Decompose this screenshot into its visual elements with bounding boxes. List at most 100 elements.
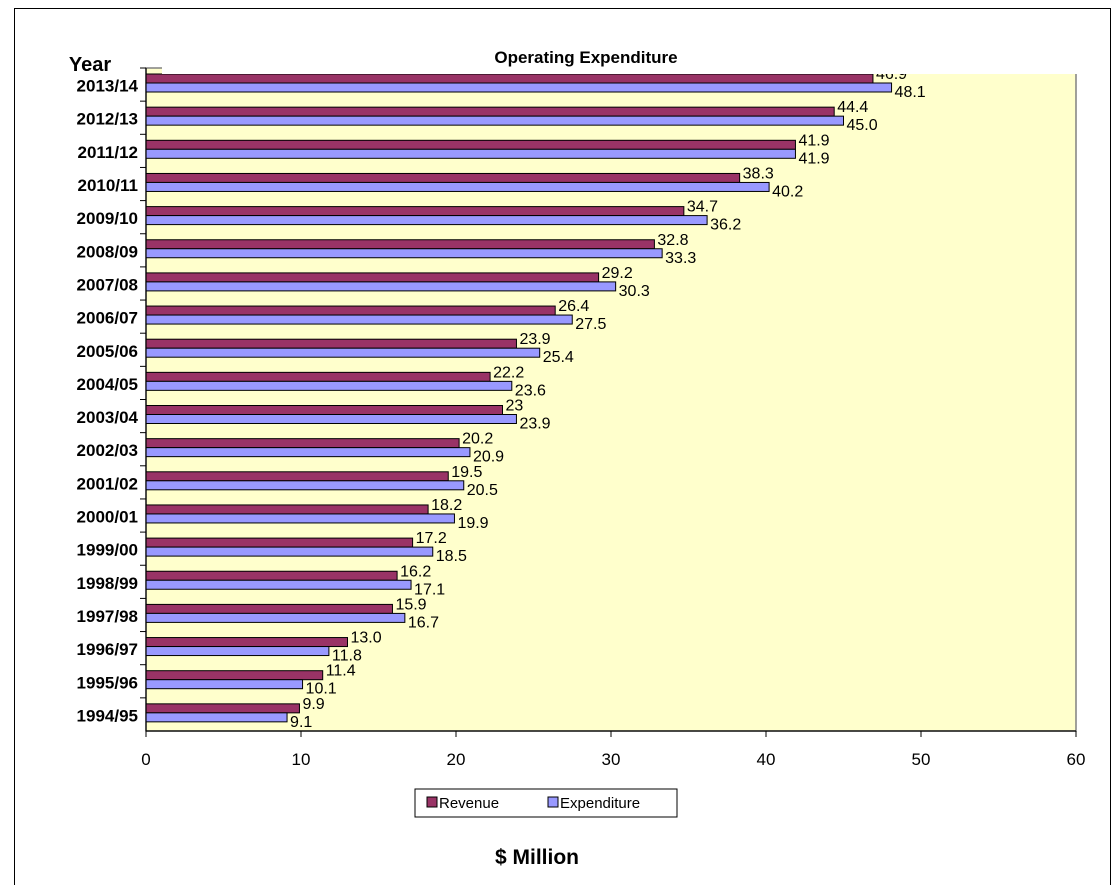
x-tick-label-30: 30 bbox=[602, 750, 621, 769]
bar-expenditure-2008-09 bbox=[145, 248, 663, 259]
value-label-expenditure-1997-98: 16.7 bbox=[408, 614, 439, 631]
bar-revenue-2005-06 bbox=[145, 338, 517, 349]
bar-expenditure-2003-04 bbox=[145, 414, 517, 424]
title-background bbox=[162, 38, 1077, 74]
value-label-revenue-1998-99: 16.2 bbox=[400, 563, 431, 580]
bar-revenue-1996-97 bbox=[145, 637, 348, 648]
category-label-2000-01: 2000/01 bbox=[77, 508, 138, 527]
axis-layer: 2013/14 2012/13 2011/12 2010/11 2009/10 2008/… bbox=[77, 67, 1085, 769]
category-label-2003-04: 2003/04 bbox=[77, 408, 139, 427]
bar-expenditure-2006-07 bbox=[145, 314, 573, 325]
x-tick-label-20: 20 bbox=[447, 750, 466, 769]
legend: Revenue Expenditure bbox=[414, 788, 678, 818]
bar-expenditure-2001-02 bbox=[145, 480, 465, 491]
plot-area bbox=[145, 67, 1077, 732]
bar-expenditure-1996-97 bbox=[145, 646, 330, 657]
bar-revenue-1998-99 bbox=[145, 570, 398, 581]
legend-swatch-expenditure bbox=[547, 796, 559, 808]
value-label-expenditure-2006-07: 27.5 bbox=[575, 316, 606, 333]
value-label-expenditure-2001-02: 20.5 bbox=[467, 482, 498, 499]
value-label-expenditure-2002-03: 20.9 bbox=[473, 449, 504, 466]
category-label-2002-03: 2002/03 bbox=[77, 441, 138, 460]
y-axis-title: Year bbox=[69, 54, 111, 76]
category-label-2013-14: 2013/14 bbox=[77, 77, 139, 96]
legend-label-expenditure: Expenditure bbox=[560, 795, 640, 812]
value-label-revenue-2003-04: 23 bbox=[506, 398, 524, 415]
category-label-2004-05: 2004/05 bbox=[77, 375, 138, 394]
bar-expenditure-2002-03 bbox=[145, 447, 471, 458]
bar-revenue-2009-10 bbox=[145, 206, 685, 217]
category-label-2001-02: 2001/02 bbox=[77, 474, 138, 493]
value-label-revenue-1996-97: 13.0 bbox=[351, 630, 382, 647]
category-label-2008-09: 2008/09 bbox=[77, 242, 138, 261]
bar-expenditure-1995-96 bbox=[145, 679, 304, 690]
value-label-expenditure-2009-10: 36.2 bbox=[710, 217, 741, 234]
bar-revenue-2000-01 bbox=[145, 504, 429, 515]
bar-revenue-1994-95 bbox=[145, 703, 300, 714]
x-tick-label-40: 40 bbox=[757, 750, 776, 769]
category-label-2009-10: 2009/10 bbox=[77, 209, 138, 228]
category-label-1998-99: 1998/99 bbox=[77, 574, 138, 593]
value-label-expenditure-2005-06: 25.4 bbox=[543, 349, 574, 366]
bar-revenue-2003-04 bbox=[145, 405, 503, 415]
value-labels-layer: 46.948.144.445.041.941.938.340.234.736.2… bbox=[290, 66, 926, 731]
value-label-expenditure-1994-95: 9.1 bbox=[290, 714, 312, 731]
value-label-expenditure-2011-12: 41.9 bbox=[798, 150, 829, 167]
value-label-revenue-2010-11: 38.3 bbox=[743, 165, 774, 182]
bar-revenue-2001-02 bbox=[145, 471, 449, 482]
value-label-revenue-1999-00: 17.2 bbox=[416, 530, 447, 547]
value-label-expenditure-1999-00: 18.5 bbox=[436, 548, 467, 565]
value-label-expenditure-2003-04: 23.9 bbox=[519, 416, 550, 433]
bar-expenditure-2000-01 bbox=[145, 513, 455, 524]
value-label-revenue-2011-12: 41.9 bbox=[798, 132, 829, 149]
bar-revenue-2004-05 bbox=[145, 371, 491, 382]
x-tick-label-50: 50 bbox=[912, 750, 931, 769]
value-label-revenue-2001-02: 19.5 bbox=[451, 464, 482, 481]
operating-expenditure-chart: 2013/14 2012/13 2011/12 2010/11 2009/10 2008/… bbox=[69, 38, 1085, 869]
bar-expenditure-2011-12 bbox=[145, 148, 796, 159]
bar-revenue-2006-07 bbox=[145, 305, 556, 316]
bar-expenditure-2005-06 bbox=[145, 347, 541, 358]
value-label-revenue-1994-95: 9.9 bbox=[302, 696, 324, 713]
value-label-revenue-2012-13: 44.4 bbox=[837, 99, 868, 116]
bar-revenue-2002-03 bbox=[145, 438, 460, 449]
category-label-2011-12: 2011/12 bbox=[77, 143, 138, 162]
value-label-revenue-2004-05: 22.2 bbox=[493, 364, 524, 381]
value-label-expenditure-2004-05: 23.6 bbox=[515, 382, 546, 399]
legend-label-revenue: Revenue bbox=[439, 795, 499, 812]
value-label-expenditure-2007-08: 30.3 bbox=[619, 283, 650, 300]
value-label-expenditure-2012-13: 45.0 bbox=[847, 117, 878, 134]
value-label-revenue-2005-06: 23.9 bbox=[519, 331, 550, 348]
value-label-revenue-2009-10: 34.7 bbox=[687, 199, 718, 216]
value-label-expenditure-1998-99: 17.1 bbox=[414, 581, 445, 598]
bar-expenditure-2007-08 bbox=[145, 281, 617, 292]
category-label-1997-98: 1997/98 bbox=[77, 607, 138, 626]
bars-layer bbox=[145, 73, 893, 723]
category-label-1996-97: 1996/97 bbox=[77, 640, 138, 659]
bar-revenue-1995-96 bbox=[145, 670, 324, 681]
x-tick-label-10: 10 bbox=[292, 750, 311, 769]
value-label-expenditure-2010-11: 40.2 bbox=[772, 183, 803, 200]
bar-expenditure-2004-05 bbox=[145, 380, 513, 391]
bar-expenditure-1999-00 bbox=[145, 546, 434, 557]
bar-expenditure-1994-95 bbox=[145, 712, 288, 723]
bar-revenue-1997-98 bbox=[145, 603, 393, 614]
value-label-revenue-2000-01: 18.2 bbox=[431, 497, 462, 514]
value-label-revenue-2006-07: 26.4 bbox=[558, 298, 589, 315]
value-label-revenue-2007-08: 29.2 bbox=[602, 265, 633, 282]
chart-frame: 2013/14 2012/13 2011/12 2010/11 2009/10 2008/… bbox=[14, 8, 1111, 885]
bar-revenue-2011-12 bbox=[145, 139, 796, 150]
value-label-revenue-1997-98: 15.9 bbox=[395, 596, 426, 613]
value-label-expenditure-1996-97: 11.8 bbox=[332, 648, 362, 665]
category-label-2005-06: 2005/06 bbox=[77, 342, 138, 361]
bar-revenue-2013-14 bbox=[145, 73, 874, 84]
category-label-2006-07: 2006/07 bbox=[77, 309, 138, 328]
value-label-expenditure-2000-01: 19.9 bbox=[457, 515, 488, 532]
bar-expenditure-2010-11 bbox=[145, 181, 770, 192]
value-label-expenditure-2008-09: 33.3 bbox=[665, 250, 696, 267]
x-tick-label-0: 0 bbox=[141, 750, 150, 769]
bar-revenue-2008-09 bbox=[145, 239, 655, 250]
bar-revenue-2007-08 bbox=[145, 272, 600, 283]
bar-expenditure-2013-14 bbox=[145, 82, 893, 93]
category-label-2007-08: 2007/08 bbox=[77, 275, 138, 294]
